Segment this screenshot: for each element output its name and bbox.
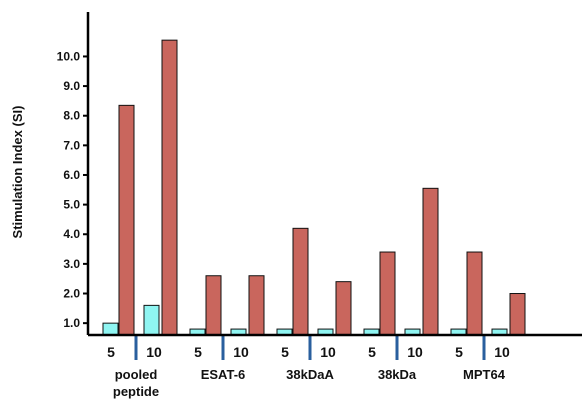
x-sub-label: 10 <box>320 344 336 360</box>
y-tick-label: 4.0 <box>63 227 80 241</box>
x-category-label: 38kDa <box>378 367 417 382</box>
bar-esat-6-10-s2 <box>248 275 265 336</box>
bar-pooled-peptide-5-s2 <box>118 104 135 336</box>
bars <box>102 39 526 336</box>
y-tick-label: 2.0 <box>63 287 80 301</box>
y-axis-title: Stimulation Index (SI) <box>10 106 25 239</box>
bar-mpt64-5-s2 <box>466 251 483 336</box>
x-sub-label: 5 <box>107 344 115 360</box>
x-category-label: pooled <box>115 367 158 382</box>
bar-pooled-peptide-10-s2 <box>161 39 178 336</box>
x-sub-label: 10 <box>146 344 162 360</box>
bar-38kda-5-s2 <box>379 251 396 336</box>
bar-esat-6-5-s2 <box>205 275 222 336</box>
x-sub-label: 10 <box>233 344 249 360</box>
x-axis-labels: 5 10 pooled peptide 5 10 ESAT-6 5 10 38kDaA 5 10 38k… <box>107 344 510 399</box>
y-tick-label: 1.0 <box>63 316 80 330</box>
x-category-label: peptide <box>113 384 159 399</box>
x-sub-label: 5 <box>194 344 202 360</box>
x-sub-label: 5 <box>455 344 463 360</box>
y-tick-label: 5.0 <box>63 198 80 212</box>
bar-pooled-peptide-10-s1 <box>143 304 160 336</box>
bar-38kdaa-10-s2 <box>335 281 352 336</box>
x-sub-label: 5 <box>368 344 376 360</box>
y-tick-label: 3.0 <box>63 257 80 271</box>
y-axis-ticks: 1.0 2.0 3.0 4.0 5.0 6.0 7.0 8.0 9.0 10.0 <box>57 49 88 330</box>
x-sub-label: 10 <box>494 344 510 360</box>
x-sub-label: 5 <box>281 344 289 360</box>
bar-pooled-peptide-5-s1 <box>102 322 119 336</box>
bar-38kdaa-5-s2 <box>292 227 309 336</box>
bar-38kda-10-s2 <box>422 187 439 336</box>
x-category-label: ESAT-6 <box>201 367 246 382</box>
y-tick-label: 10.0 <box>57 49 81 63</box>
x-category-label: 38kDaA <box>286 367 334 382</box>
bar-mpt64-10-s2 <box>509 293 526 336</box>
x-sub-label: 10 <box>407 344 423 360</box>
y-tick-label: 8.0 <box>63 109 80 123</box>
y-tick-label: 6.0 <box>63 168 80 182</box>
x-category-label: MPT64 <box>463 367 506 382</box>
group-dividers <box>134 335 486 360</box>
y-tick-label: 9.0 <box>63 79 80 93</box>
y-tick-label: 7.0 <box>63 138 80 152</box>
